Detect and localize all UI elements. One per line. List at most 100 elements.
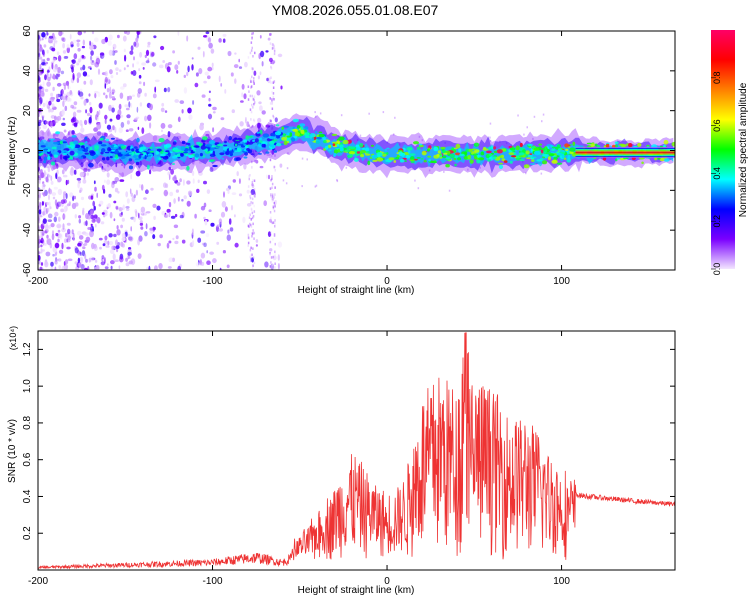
spectrogram-cell (53, 154, 59, 158)
spectrogram-cell (243, 139, 248, 143)
spectrogram-cell (270, 193, 272, 196)
spectrogram-cell (111, 91, 115, 95)
spectrogram-cell (72, 111, 77, 118)
spectrogram-cell (50, 261, 54, 267)
spectrogram-cell (253, 210, 256, 213)
spectrogram-cell (198, 68, 203, 75)
spectrogram-cell (245, 116, 247, 124)
spectrogram-cell (292, 128, 298, 132)
spectrogram-cell (191, 228, 194, 236)
spectrogram-cell (71, 59, 76, 64)
spectrogram-cell (44, 121, 49, 124)
spectrogram-y-tick-label: 60 (22, 25, 33, 37)
spectrogram-cell (53, 151, 60, 155)
spectrogram-cell (529, 163, 536, 165)
spectrogram-cell (45, 208, 48, 215)
spectrogram-cell (139, 102, 143, 107)
spectrogram-cell (120, 224, 123, 229)
spectrogram-cell (464, 151, 468, 157)
spectrogram-cell (174, 99, 179, 103)
spectrogram-cell (90, 226, 92, 230)
spectrogram-cell (126, 114, 131, 119)
spectrogram-cell (384, 148, 388, 152)
spectrogram-cell (404, 160, 407, 163)
spectrogram-cell (154, 265, 158, 270)
spectrogram-cell (208, 90, 211, 94)
spectrogram-cell (465, 148, 470, 153)
spectrogram-cell (172, 257, 175, 262)
spectrogram-cell (186, 35, 189, 42)
spectrogram-cell (472, 153, 478, 156)
spectrogram-cell (47, 225, 52, 229)
spectrogram-cell (393, 160, 397, 163)
spectrogram-cell (487, 158, 491, 162)
spectrogram-cell (110, 137, 115, 140)
spectrogram-cell (235, 157, 241, 161)
spectrogram-cell (89, 67, 92, 71)
spectrogram-cell (117, 109, 122, 116)
spectrogram-cell (274, 242, 276, 246)
spectrogram-cell (243, 163, 247, 170)
spectrogram-cell (249, 78, 252, 81)
spectrogram-x-tick-label: 0 (384, 276, 390, 287)
spectrogram-cell (251, 75, 253, 79)
spectrogram-cell (85, 236, 91, 242)
spectrogram-cell (402, 157, 407, 160)
spectrogram-cell (62, 50, 67, 54)
spectrogram-cell (273, 233, 276, 236)
spectrogram-cell (128, 152, 135, 155)
spectrogram-cell (89, 106, 93, 114)
spectrogram-cell (56, 82, 62, 87)
spectrogram-cell (38, 261, 42, 266)
spectrogram-cell (544, 156, 548, 159)
spectrogram-cell (353, 157, 359, 162)
spectrogram-cell (82, 246, 86, 250)
spectrogram-cell (183, 74, 186, 78)
spectrogram-cell (271, 195, 274, 198)
spectrogram-cell (130, 103, 133, 108)
spectrogram-cell (188, 154, 194, 158)
spectrogram-cell (270, 178, 272, 182)
spectrogram-cell (152, 234, 156, 240)
spectrogram-cell (47, 166, 51, 173)
spectrogram-cell (259, 165, 264, 169)
spectrogram-cell (128, 95, 133, 100)
spectrogram-cell (252, 201, 254, 205)
spectrogram-cell (78, 142, 85, 146)
spectrogram-cell (275, 124, 280, 127)
spectrogram-cell (264, 261, 269, 268)
spectrogram-cell (386, 147, 390, 150)
spectrogram-cell (76, 42, 80, 48)
spectrogram-cell (226, 234, 231, 241)
spectrogram-cell (40, 145, 46, 148)
spectrogram-cell (118, 152, 122, 157)
spectrogram-cell (269, 42, 272, 45)
spectrogram-cell (72, 237, 75, 241)
spectrogram-cell (199, 152, 203, 157)
spectrogram-cell (250, 223, 252, 227)
spectrogram-cell (125, 257, 128, 262)
spectrogram-cell (251, 183, 254, 187)
spectrogram-cell (65, 193, 68, 199)
snr-y-tick-label: 0.4 (22, 489, 33, 503)
spectrogram-cell (80, 67, 83, 71)
spectrogram-cell (99, 200, 104, 205)
spectrogram-cell (169, 191, 174, 197)
spectrogram-cell (186, 71, 189, 77)
spectrogram-cell (112, 180, 118, 184)
spectrogram-cell (57, 55, 62, 62)
spectrogram-cell (355, 146, 361, 151)
spectrogram-cell (238, 178, 241, 185)
spectrogram-cell (55, 73, 59, 80)
spectrogram-cell (270, 119, 272, 123)
spectrogram-cell (224, 140, 227, 144)
spectrogram-cell (95, 223, 97, 228)
spectrogram-cell (203, 202, 207, 208)
spectrogram-cell (101, 168, 107, 173)
snr-y-tick-label: 1.2 (22, 342, 33, 356)
spectrogram-cell (50, 92, 54, 97)
spectrogram-cell (200, 261, 205, 266)
spectrogram-cell (226, 264, 230, 269)
spectrogram-cell (274, 250, 276, 254)
